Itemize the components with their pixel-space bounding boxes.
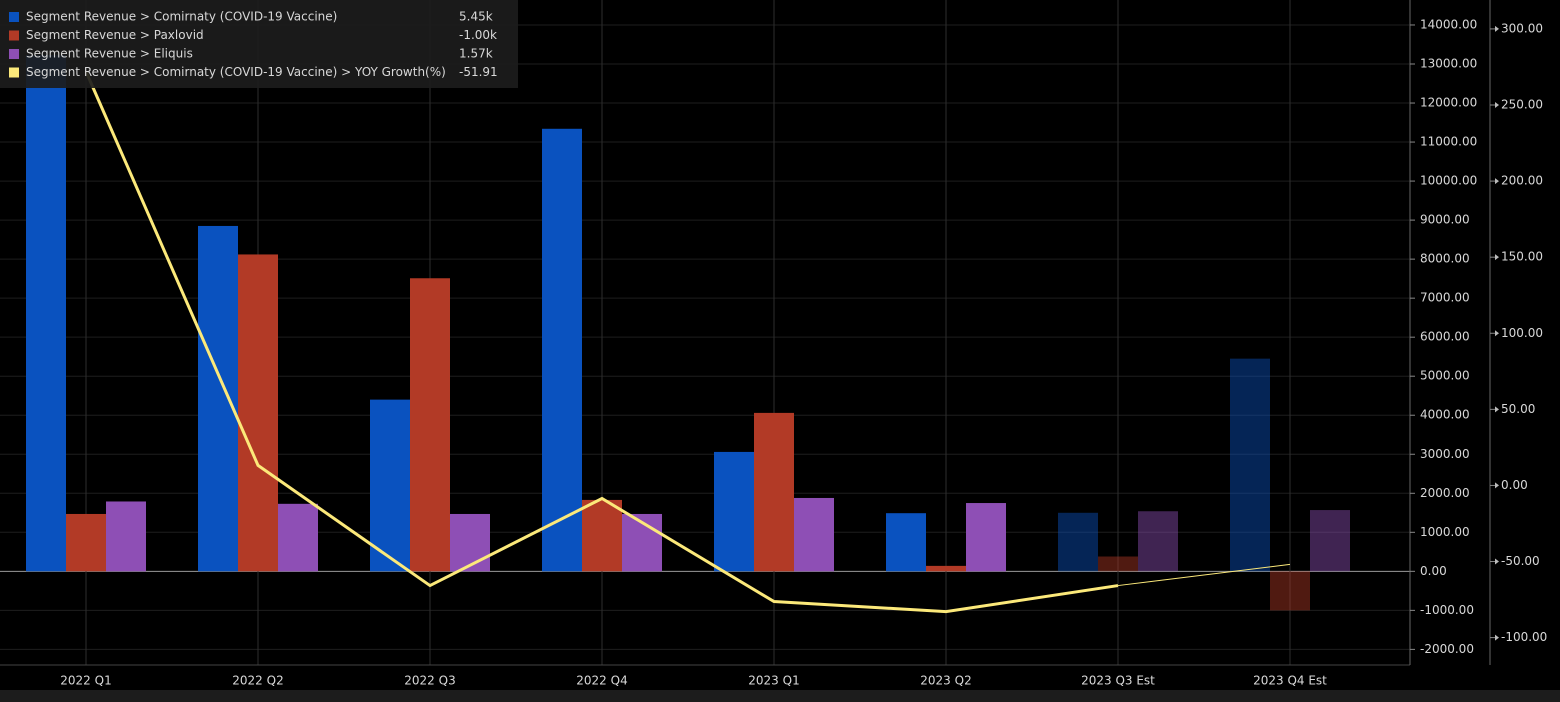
x-tick-label: 2023 Q4 Est — [1253, 674, 1327, 688]
bar — [886, 513, 926, 572]
y2-tick-arrow — [1495, 482, 1499, 489]
bar — [106, 501, 146, 572]
legend-label: Segment Revenue > Eliquis — [26, 47, 193, 61]
y-tick-label: 13000.00 — [1420, 57, 1477, 71]
bar — [1310, 510, 1350, 572]
y2-tick-label: 50.00 — [1501, 402, 1535, 416]
bar — [198, 225, 238, 572]
y-tick-label: 12000.00 — [1420, 96, 1477, 110]
y2-tick-arrow — [1495, 102, 1499, 108]
y2-tick-label: 300.00 — [1501, 21, 1543, 35]
y-tick-label: 6000.00 — [1420, 330, 1470, 344]
legend-swatch — [9, 49, 19, 59]
x-tick-label: 2022 Q2 — [232, 674, 283, 688]
bar — [238, 254, 278, 572]
bar — [450, 513, 490, 572]
legend-swatch — [9, 67, 19, 78]
legend-box — [0, 0, 518, 88]
y-tick-label: 1000.00 — [1420, 525, 1470, 539]
bar — [1058, 512, 1098, 572]
y2-tick-label: -100.00 — [1501, 630, 1547, 644]
y2-tick-label: 250.00 — [1501, 98, 1543, 112]
y2-tick-label: 200.00 — [1501, 174, 1543, 188]
bar — [714, 451, 754, 572]
bar — [754, 412, 794, 572]
y2-tick-arrow — [1495, 254, 1499, 261]
bar — [1098, 556, 1138, 572]
y2-tick-arrow — [1495, 178, 1499, 185]
y2-tick-label: 0.00 — [1501, 478, 1528, 492]
bar — [370, 399, 410, 572]
bar — [582, 499, 622, 572]
bar — [966, 503, 1006, 572]
y-tick-label: 10000.00 — [1420, 174, 1477, 188]
x-tick-label: 2023 Q2 — [920, 674, 971, 688]
x-tick-label: 2023 Q3 Est — [1081, 674, 1155, 688]
legend-value: 5.45k — [459, 10, 493, 24]
y2-tick-label: -50.00 — [1501, 554, 1540, 568]
x-tick-label: 2023 Q1 — [748, 674, 799, 688]
y-tick-label: 2000.00 — [1420, 486, 1470, 500]
y-tick-label: 9000.00 — [1420, 213, 1470, 227]
bar — [542, 128, 582, 572]
legend-value: -1.00k — [459, 28, 497, 42]
line — [84, 70, 1119, 614]
bar — [26, 55, 66, 572]
y-tick-label: -1000.00 — [1420, 603, 1474, 617]
y2-tick-arrow — [1495, 330, 1499, 337]
y2-tick-arrow — [1495, 558, 1499, 565]
bar — [1138, 511, 1178, 572]
bar — [278, 503, 318, 572]
bar — [794, 497, 834, 572]
legend: Segment Revenue > Comirnaty (COVID-19 Va… — [0, 0, 518, 88]
y-tick-label: 4000.00 — [1420, 408, 1470, 422]
legend-value: -51.91 — [459, 65, 498, 79]
x-tick-label: 2022 Q4 — [576, 674, 627, 688]
legend-label: Segment Revenue > Comirnaty (COVID-19 Va… — [26, 10, 337, 24]
y2-tick-arrow — [1495, 634, 1499, 641]
x-tick-label: 2022 Q3 — [404, 674, 455, 688]
bar — [66, 513, 106, 572]
y2-tick-label: 100.00 — [1501, 326, 1543, 340]
legend-label: Segment Revenue > Comirnaty (COVID-19 Va… — [26, 65, 446, 79]
y-tick-label: 5000.00 — [1420, 369, 1470, 383]
y-tick-label: 11000.00 — [1420, 135, 1477, 149]
y2-tick-label: 150.00 — [1501, 250, 1543, 264]
y2-tick-arrow — [1495, 406, 1499, 413]
y-tick-label: 8000.00 — [1420, 252, 1470, 266]
y2-tick-arrow — [1495, 25, 1499, 32]
y-tick-label: -2000.00 — [1420, 642, 1474, 656]
legend-label: Segment Revenue > Paxlovid — [26, 28, 204, 42]
bottom-strip — [0, 690, 1560, 702]
line-estimate — [1117, 563, 1291, 587]
x-tick-label: 2022 Q1 — [60, 674, 111, 688]
bar — [410, 278, 450, 572]
bar — [926, 565, 966, 572]
y-tick-label: 14000.00 — [1420, 17, 1477, 31]
y-tick-label: 7000.00 — [1420, 291, 1470, 305]
legend-swatch — [9, 12, 19, 22]
y-tick-label: 0.00 — [1420, 564, 1447, 578]
legend-swatch — [9, 30, 19, 41]
y-tick-label: 3000.00 — [1420, 447, 1470, 461]
legend-value: 1.57k — [459, 47, 493, 61]
bar — [1270, 571, 1310, 611]
bar — [1230, 358, 1270, 572]
